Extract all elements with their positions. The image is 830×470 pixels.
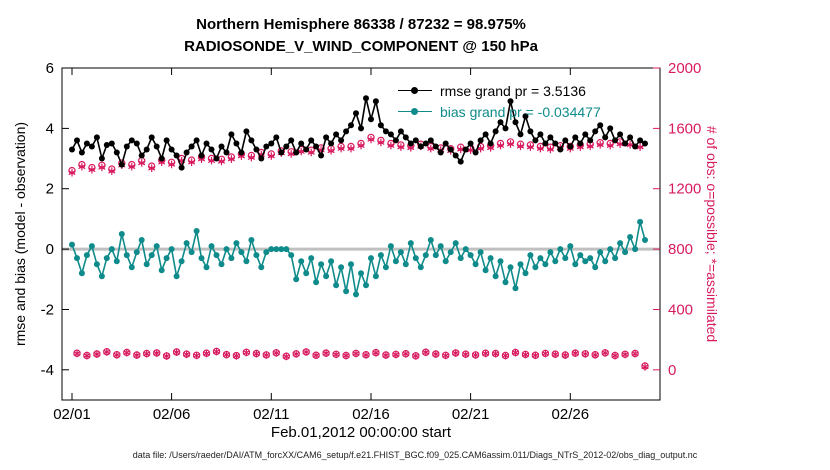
legend-row-rmse: rmse grand pr = 3.5136 bbox=[398, 80, 601, 101]
x-tick-label: 02/21 bbox=[452, 406, 490, 423]
legend-bias-sample bbox=[398, 107, 432, 115]
left-axis-label: rmse and bias (model - observation) bbox=[12, 121, 28, 347]
x-axis-label: Feb.01,2012 00:00:00 start bbox=[270, 424, 452, 441]
y-right-tick-label: 0 bbox=[668, 362, 676, 379]
legend-row-bias: bias grand pr = -0.034477 bbox=[398, 101, 601, 122]
axis-ticks-and-labels: 02/01 02/06 02/11 02/16 02/21 02/26 -4 -2 0 2 4 6 0 4… bbox=[41, 60, 702, 423]
chart-subtitle: RADIOSONDE_V_WIND_COMPONENT @ 150 hPa bbox=[184, 38, 538, 55]
plot-border bbox=[61, 67, 661, 401]
series-obs-assimilated bbox=[68, 135, 649, 371]
y-left-tick-label: 0 bbox=[46, 241, 54, 258]
data-file-note: data file: /Users/raeder/DAI/ATM_forcXX/… bbox=[132, 450, 698, 460]
legend: rmse grand pr = 3.5136 bias grand pr = -… bbox=[398, 80, 601, 122]
y-right-tick-label: 1600 bbox=[668, 120, 701, 137]
legend-rmse-label: rmse grand pr = 3.5136 bbox=[440, 82, 586, 99]
y-left-tick-label: -2 bbox=[41, 302, 54, 319]
legend-rmse-sample bbox=[398, 86, 432, 94]
y-right-tick-label: 2000 bbox=[668, 60, 701, 77]
y-right-tick-label: 800 bbox=[668, 241, 693, 258]
x-tick-label: 02/16 bbox=[352, 406, 390, 423]
right-axis-label: # of obs: o=possible; *=assimilated bbox=[704, 125, 720, 343]
y-left-tick-label: -4 bbox=[41, 362, 54, 379]
rmse-marker-icon bbox=[411, 86, 418, 94]
y-left-tick-label: 4 bbox=[46, 120, 54, 137]
chart-title: Northern Hemisphere 86338 / 87232 = 98.9… bbox=[196, 16, 526, 33]
x-tick-label: 02/06 bbox=[153, 406, 191, 423]
y-left-tick-label: 2 bbox=[46, 181, 54, 198]
legend-bias-label: bias grand pr = -0.034477 bbox=[440, 103, 601, 120]
x-tick-label: 02/01 bbox=[53, 406, 91, 423]
y-right-tick-label: 1200 bbox=[668, 181, 701, 198]
x-tick-label: 02/11 bbox=[253, 406, 289, 423]
y-left-tick-label: 6 bbox=[46, 60, 54, 77]
series-rmse bbox=[69, 95, 648, 171]
y-right-tick-label: 400 bbox=[668, 302, 693, 319]
bias-marker-icon bbox=[411, 107, 418, 115]
x-tick-label: 02/26 bbox=[552, 406, 590, 423]
series-bias bbox=[69, 218, 648, 298]
